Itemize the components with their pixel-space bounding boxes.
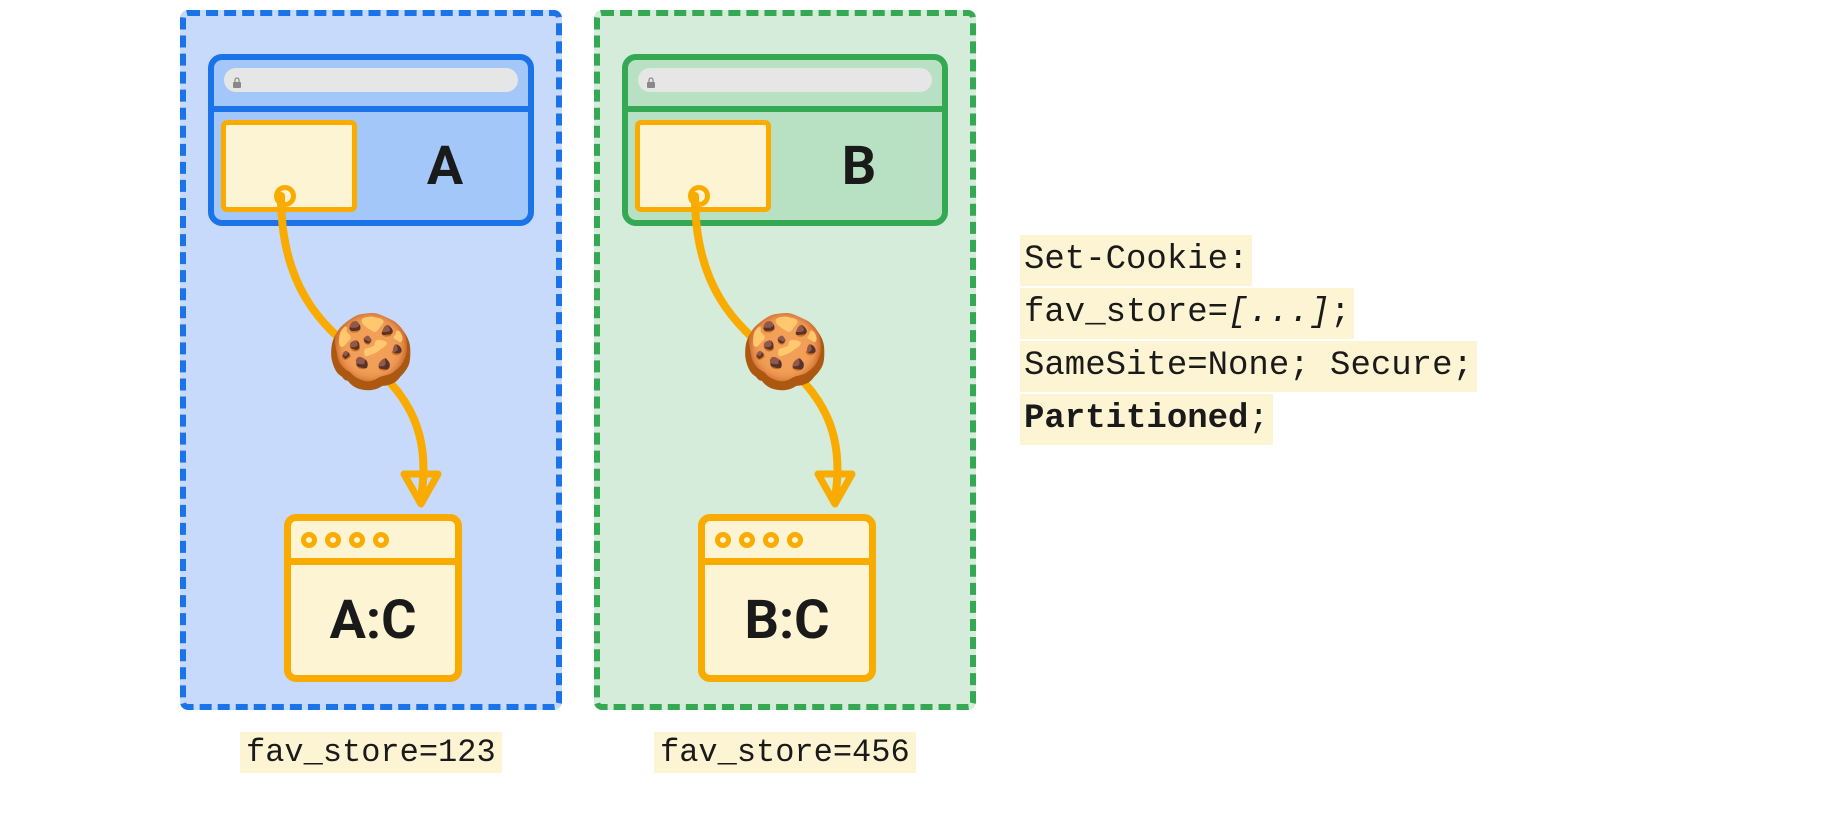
storage-a: A:C — [284, 514, 462, 682]
storage-dot — [715, 532, 731, 548]
caption-a: fav_store=123 — [240, 732, 502, 773]
code-line-4: Partitioned; — [1020, 394, 1273, 445]
code-line-2: fav_store=[...]; — [1020, 288, 1354, 339]
storage-label-b: B:C — [705, 565, 869, 675]
code-line-4-bold: Partitioned — [1024, 400, 1248, 438]
storage-dot — [325, 532, 341, 548]
code-line-3: SameSite=None; Secure; — [1020, 341, 1477, 392]
code-line-4-suffix: ; — [1248, 400, 1268, 438]
storage-dot — [787, 532, 803, 548]
caption-b: fav_store=456 — [654, 732, 916, 773]
partition-b: B 🍪 B:C — [594, 10, 976, 710]
storage-dot — [373, 532, 389, 548]
storage-dot — [349, 532, 365, 548]
code-block: Set-Cookie: fav_store=[...]; SameSite=No… — [1020, 235, 1477, 447]
storage-label-a: A:C — [291, 565, 455, 675]
partition-a: A 🍪 A:C — [180, 10, 562, 710]
storage-dot — [763, 532, 779, 548]
storage-dot — [301, 532, 317, 548]
storage-header-b — [705, 521, 869, 565]
code-line-2-suffix: ; — [1330, 294, 1350, 332]
storage-dot — [739, 532, 755, 548]
storage-header-a — [291, 521, 455, 565]
code-line-1: Set-Cookie: — [1020, 235, 1252, 286]
code-line-2-prefix: fav_store= — [1024, 294, 1228, 332]
storage-b: B:C — [698, 514, 876, 682]
cookie-icon-a: 🍪 — [326, 316, 416, 388]
cookie-icon-b: 🍪 — [740, 316, 830, 388]
code-line-2-mid: [...] — [1228, 294, 1330, 332]
